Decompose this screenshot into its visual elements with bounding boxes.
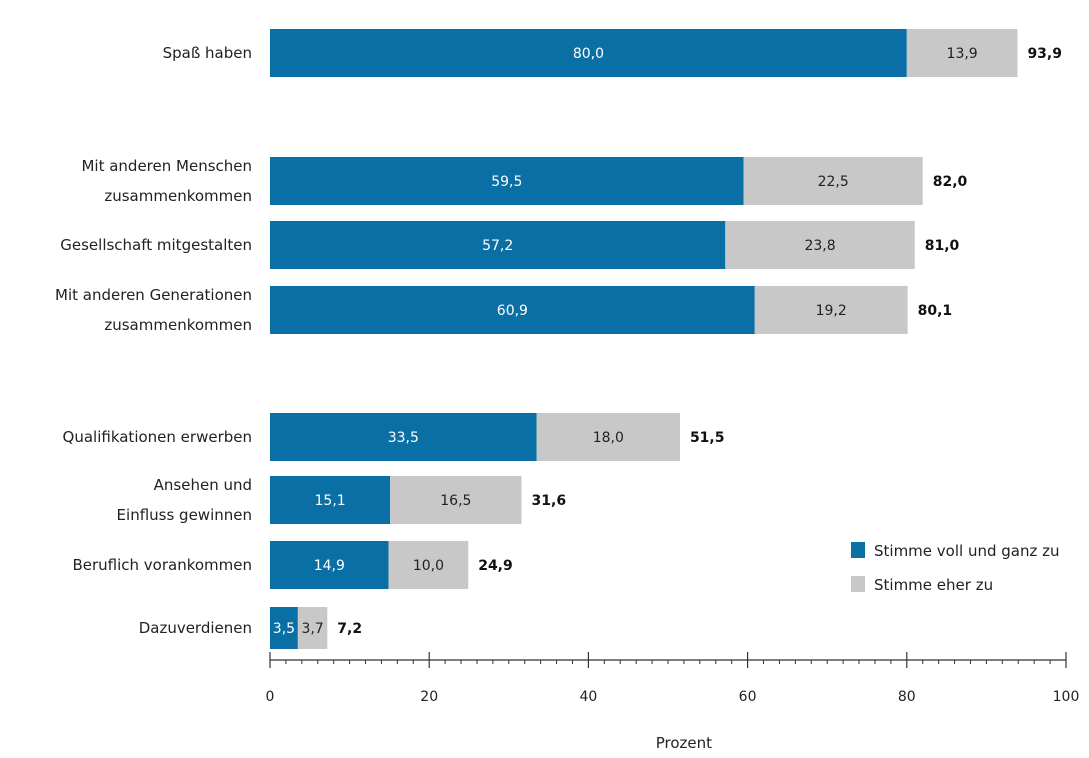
bar-value-label-stimme-eher: 3,7	[301, 621, 323, 637]
bar-value-label-stimme-eher: 19,2	[816, 303, 847, 319]
bar-value-label-stimme-eher: 10,0	[413, 558, 444, 574]
bar-value-label-stimme-voll: 60,9	[497, 303, 528, 319]
bar-segment-stimme-voll	[270, 541, 389, 589]
bar-segment-stimme-voll	[270, 157, 744, 205]
bar-segment-stimme-voll	[270, 476, 391, 524]
category-label: Dazuverdienen	[139, 619, 252, 637]
bar-value-label-stimme-voll: 57,2	[482, 238, 513, 254]
bar-value-label-stimme-voll: 15,1	[315, 493, 346, 509]
bar-value-label-stimme-voll: 33,5	[388, 430, 419, 446]
bar-value-label-stimme-eher: 16,5	[440, 493, 471, 509]
bar-segment-stimme-eher	[388, 541, 469, 589]
category-labels: Spaß haben Mit anderen Menschen zusammenko…	[55, 44, 252, 637]
bar-value-label-stimme-eher: 18,0	[593, 430, 624, 446]
bar-segment-stimme-eher	[390, 476, 522, 524]
bar-segment-stimme-eher	[536, 413, 680, 461]
legend: Stimme voll und ganz zu Stimme eher zu	[851, 542, 1060, 594]
bar-total-label: 24,9	[478, 558, 513, 574]
bar-value-label-stimme-eher: 13,9	[947, 46, 978, 62]
x-tick-label: 40	[579, 689, 597, 705]
bar-value-label-stimme-eher: 22,5	[818, 174, 849, 190]
bar-total-label: 51,5	[690, 430, 725, 446]
legend-swatch	[851, 542, 865, 558]
category-label: Mit anderen Generationen	[55, 286, 252, 304]
bar-total-label: 82,0	[933, 174, 968, 190]
category-label: Qualifikationen erwerben	[63, 428, 252, 446]
bar-total-label: 31,6	[532, 493, 567, 509]
bar-segment-stimme-voll	[270, 286, 755, 334]
bar-value-label-stimme-voll: 3,5	[273, 621, 295, 637]
bar-total-label: 93,9	[1027, 46, 1062, 62]
bar-value-label-stimme-voll: 14,9	[314, 558, 345, 574]
bar-segment-stimme-voll	[270, 221, 726, 269]
bar-segment-stimme-eher	[754, 286, 908, 334]
legend-item-stimme-eher: Stimme eher zu	[851, 576, 993, 594]
category-label: Beruflich vorankommen	[72, 556, 252, 574]
x-tick-label: 0	[266, 689, 275, 705]
bar-total-label: 7,2	[337, 621, 362, 637]
bar-segment-stimme-eher	[743, 157, 923, 205]
bar-value-label-stimme-voll: 80,0	[573, 46, 604, 62]
x-axis: 0 20 40 60 80 100 Prozent	[266, 652, 1080, 752]
bar-segment-stimme-eher	[906, 29, 1018, 77]
category-label: zusammenkommen	[104, 187, 252, 205]
category-label: Spaß haben	[163, 44, 252, 62]
bar-value-label-stimme-voll: 59,5	[491, 174, 522, 190]
legend-item-stimme-voll: Stimme voll und ganz zu	[851, 542, 1060, 560]
legend-label: Stimme eher zu	[874, 576, 993, 594]
category-label: zusammenkommen	[104, 316, 252, 334]
legend-label: Stimme voll und ganz zu	[874, 542, 1060, 560]
x-tick-label: 100	[1053, 689, 1080, 705]
bar-segment-stimme-eher	[297, 607, 328, 649]
x-tick-label: 60	[739, 689, 757, 705]
bar-segment-stimme-voll	[270, 607, 298, 649]
category-label: Gesellschaft mitgestalten	[60, 236, 252, 254]
category-label: Mit anderen Menschen	[81, 157, 252, 175]
bar-value-label-stimme-eher: 23,8	[804, 238, 835, 254]
category-label: Ansehen und	[154, 476, 252, 494]
bar-segment-stimme-voll	[270, 413, 537, 461]
x-tick-label: 20	[420, 689, 438, 705]
bar-total-label: 81,0	[925, 238, 960, 254]
bars-layer: 80,0 13,9 93,9 59,5 22,5 82,0 57,2 23,8 81,0 60,9…	[270, 29, 1062, 649]
category-label: Einfluss gewinnen	[117, 506, 252, 524]
bar-segment-stimme-voll	[270, 29, 907, 77]
bar-total-label: 80,1	[918, 303, 953, 319]
x-tick-label: 80	[898, 689, 916, 705]
legend-swatch	[851, 576, 865, 592]
bar-segment-stimme-eher	[725, 221, 915, 269]
x-axis-title: Prozent	[656, 734, 712, 752]
